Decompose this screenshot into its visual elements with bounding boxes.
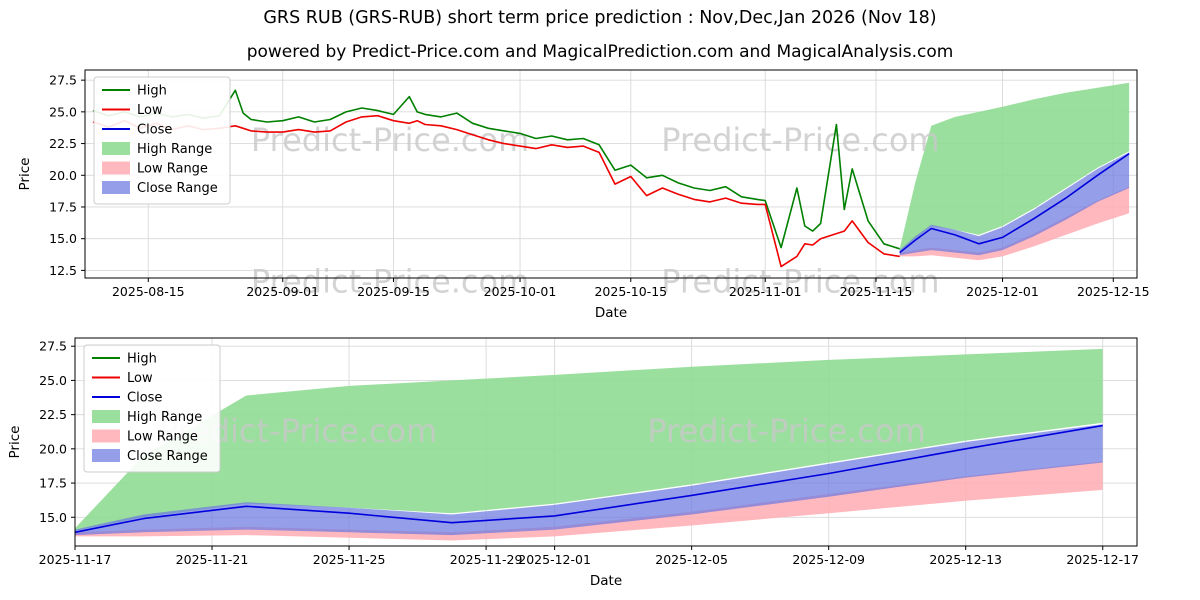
y-tick-label: 22.5 (49, 136, 77, 151)
legend-label: Low (137, 103, 163, 118)
watermark-text: Predict-Price.com (661, 263, 939, 301)
x-axis-label: Date (590, 573, 622, 589)
x-tick-label: 2025-12-17 (1066, 552, 1139, 567)
x-tick-label: 2025-11-01 (729, 284, 802, 299)
y-axis-label: Price (17, 158, 33, 191)
x-tick-label: 2025-11-29 (450, 552, 523, 567)
x-tick-label: 2025-10-15 (594, 284, 667, 299)
watermark-text: Predict-Price.com (661, 121, 939, 159)
chart-subtitle: powered by Predict-Price.com and Magical… (246, 42, 954, 62)
legend-label: Low Range (127, 430, 198, 445)
y-tick-label: 27.5 (49, 73, 77, 88)
y-tick-label: 17.5 (49, 199, 77, 214)
y-tick-label: 20.0 (49, 168, 77, 183)
legend-label: Close Range (137, 181, 218, 196)
series-close-line (899, 153, 1130, 254)
legend-label: Close Range (127, 449, 208, 464)
legend-label: High Range (127, 410, 202, 425)
legend-label: High (137, 84, 167, 99)
band-low-range (899, 186, 1130, 261)
band-high-range (75, 348, 1103, 531)
y-tick-label: 25.0 (39, 373, 67, 388)
price-history-chart: Predict-Price.com Predict-Price.com Predic… (17, 69, 1150, 321)
y-tick-label: 27.5 (39, 339, 67, 354)
y-tick-label: 20.0 (39, 441, 67, 456)
series-high-line (92, 89, 900, 250)
legend-swatch-close-range (102, 181, 130, 194)
legend-label: Low Range (137, 162, 208, 177)
series-low-line (92, 114, 900, 268)
legend-label: Low (127, 371, 153, 386)
chart-title: GRS RUB (GRS-RUB) short term price predi… (263, 8, 937, 28)
plot-border (74, 337, 1138, 547)
watermark-text: Predict-Price.com (251, 263, 529, 301)
y-tick-label: 17.5 (39, 476, 67, 491)
y-axis-label: Price (7, 426, 23, 459)
band-close-range (75, 424, 1103, 536)
x-tick-label: 2025-09-15 (357, 284, 430, 299)
legend-label: High Range (137, 142, 212, 157)
x-tick-label: 2025-08-15 (112, 284, 185, 299)
x-tick-label: 2025-09-01 (246, 284, 319, 299)
watermark-text: Predict-Price.com (647, 412, 925, 450)
x-tick-label: 2025-11-15 (840, 284, 913, 299)
x-tick-label: 2025-12-09 (792, 552, 865, 567)
band-high-range (899, 82, 1130, 252)
watermark-text: Predict-Price.com (251, 121, 529, 159)
x-tick-label: 2025-12-15 (1077, 284, 1150, 299)
legend-label: Close (137, 123, 172, 138)
series-close-line (74, 424, 1103, 534)
x-tick-label: 2025-11-25 (313, 552, 386, 567)
x-tick-label: 2025-12-01 (518, 552, 591, 567)
price-prediction-chart: Predict-Price.com Predict-Price.com2025-1… (7, 337, 1139, 589)
legend-swatch-low-range (92, 429, 120, 443)
y-tick-label: 15.0 (49, 231, 77, 246)
y-tick-label: 25.0 (49, 104, 77, 119)
legend-swatch-close-range (92, 449, 120, 462)
legend-swatch-high-range (102, 142, 130, 155)
plot-border (84, 69, 1138, 279)
x-axis-label: Date (595, 305, 627, 321)
legend-label: High (127, 352, 157, 367)
x-tick-label: 2025-11-21 (176, 552, 249, 567)
legend-swatch-high-range (92, 410, 120, 423)
x-tick-label: 2025-11-17 (39, 552, 112, 567)
legend-swatch-low-range (102, 161, 130, 175)
x-tick-label: 2025-12-13 (929, 552, 1002, 567)
x-tick-label: 2025-12-05 (655, 552, 728, 567)
x-tick-label: 2025-12-01 (966, 284, 1039, 299)
legend-label: Close (127, 391, 162, 406)
y-tick-label: 15.0 (39, 510, 67, 525)
y-tick-label: 12.5 (49, 263, 77, 278)
x-tick-label: 2025-10-01 (484, 284, 557, 299)
band-close-range (899, 152, 1130, 256)
y-tick-label: 22.5 (39, 407, 67, 422)
